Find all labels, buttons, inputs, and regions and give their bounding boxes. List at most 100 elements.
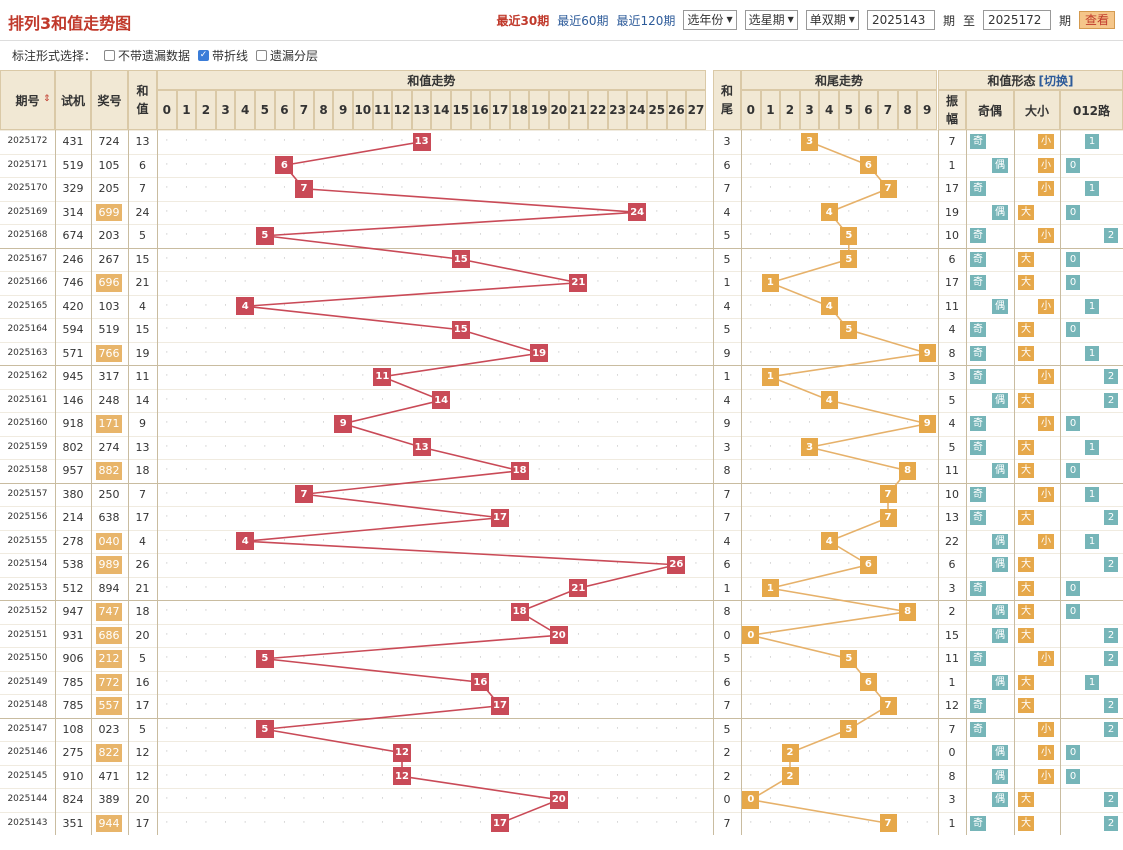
parity-select[interactable]: 单双期 ▼ bbox=[805, 10, 859, 30]
oe-badge: 偶 bbox=[992, 204, 1008, 220]
omission-cell: · bbox=[263, 183, 267, 193]
omission-cell: · bbox=[906, 747, 910, 757]
issue-cell: 2025159 bbox=[7, 441, 48, 452]
omission-cell: · bbox=[557, 300, 561, 311]
omission-cell: · bbox=[184, 277, 188, 287]
omission-cell: · bbox=[655, 606, 659, 616]
omission-layer-checkbox[interactable]: 遗漏分层 bbox=[256, 47, 318, 64]
omission-cell: · bbox=[557, 136, 561, 146]
omission-cell: · bbox=[380, 676, 384, 687]
omission-cell: · bbox=[165, 559, 169, 569]
omission-cell: · bbox=[165, 277, 169, 287]
omission-cell: · bbox=[616, 629, 620, 640]
omission-cell: · bbox=[749, 206, 753, 217]
issue-cell: 2025149 bbox=[7, 676, 48, 687]
r012-badge: 0 bbox=[1066, 157, 1080, 173]
tail-marker: 8 bbox=[899, 461, 917, 480]
omission-cell: · bbox=[576, 512, 580, 522]
omission-cell: · bbox=[596, 488, 600, 499]
omission-cell: · bbox=[498, 230, 502, 240]
amp-cell: 19 bbox=[945, 205, 959, 219]
omission-cell: · bbox=[596, 700, 600, 710]
switch-link[interactable]: [切换] bbox=[1038, 73, 1074, 88]
omission-cell: · bbox=[906, 371, 910, 381]
from-issue-input[interactable]: 2025143 bbox=[866, 10, 935, 30]
recent-30-link[interactable]: 最近30期 bbox=[496, 13, 550, 28]
omission-cell: · bbox=[518, 582, 522, 593]
week-select[interactable]: 选星期 ▼ bbox=[744, 10, 798, 30]
omission-cell: · bbox=[847, 300, 851, 311]
r012-badge: 0 bbox=[1066, 604, 1080, 619]
omission-cell: · bbox=[847, 418, 851, 428]
omission-cell: · bbox=[282, 676, 286, 687]
omission-cell: · bbox=[866, 277, 870, 287]
omission-cell: · bbox=[380, 747, 384, 757]
omission-cell: · bbox=[439, 559, 443, 569]
issue-cell: 2025172 bbox=[7, 136, 48, 146]
omission-cell: · bbox=[439, 582, 443, 593]
omission-cell: · bbox=[925, 629, 929, 640]
omission-cell: · bbox=[655, 324, 659, 334]
omission-cell: · bbox=[380, 465, 384, 475]
omission-cell: · bbox=[263, 559, 267, 569]
amp-cell: 2 bbox=[948, 605, 956, 618]
omission-cell: · bbox=[596, 723, 600, 734]
tail-marker: 2 bbox=[781, 767, 799, 786]
omission-cell: · bbox=[322, 770, 326, 781]
to-issue-input[interactable]: 2025172 bbox=[982, 10, 1051, 30]
view-button[interactable]: 查看 bbox=[1078, 11, 1115, 29]
omission-cell: · bbox=[557, 700, 561, 710]
omission-cell: · bbox=[478, 723, 482, 734]
omission-cell: · bbox=[596, 347, 600, 358]
omission-cell: · bbox=[302, 418, 306, 428]
oe-badge: 偶 bbox=[992, 533, 1008, 549]
sort-icon[interactable]: ⇕ bbox=[43, 94, 51, 104]
recent-60-link[interactable]: 最近60期 bbox=[557, 13, 609, 28]
omission-cell: · bbox=[694, 676, 698, 687]
omission-cell: · bbox=[165, 347, 169, 358]
omission-cell: · bbox=[866, 253, 870, 264]
issue-header[interactable]: 期号 bbox=[0, 70, 55, 130]
omission-cell: · bbox=[616, 206, 620, 217]
omission-cell: · bbox=[459, 817, 463, 828]
omission-cell: · bbox=[400, 559, 404, 569]
omission-cell: · bbox=[165, 770, 169, 781]
sum-col-header: 11 bbox=[372, 90, 393, 130]
omission-cell: · bbox=[184, 136, 188, 146]
tail-cell: 7 bbox=[723, 699, 731, 712]
with-line-label: 带折线 bbox=[212, 49, 249, 63]
sum-cell: 21 bbox=[135, 581, 150, 595]
r012-badge: 1 bbox=[1085, 181, 1099, 196]
omission-cell: · bbox=[204, 747, 208, 757]
omission-cell: · bbox=[302, 653, 306, 663]
omission-cell: · bbox=[439, 441, 443, 452]
sum-cell: 12 bbox=[135, 746, 150, 759]
omission-cell: · bbox=[204, 700, 208, 710]
omission-cell: · bbox=[400, 676, 404, 687]
omission-cell: · bbox=[749, 441, 753, 452]
omission-cell: · bbox=[204, 723, 208, 734]
omission-cell: · bbox=[302, 253, 306, 264]
omission-cell: · bbox=[596, 629, 600, 640]
omission-cell: · bbox=[847, 488, 851, 499]
omission-cell: · bbox=[478, 535, 482, 546]
omission-cell: · bbox=[866, 629, 870, 640]
recent-120-link[interactable]: 最近120期 bbox=[616, 13, 676, 28]
omission-cell: · bbox=[204, 676, 208, 687]
omission-cell: · bbox=[184, 488, 188, 499]
test-cell: 380 bbox=[62, 487, 84, 501]
omission-cell: · bbox=[361, 253, 365, 264]
tail-marker: 4 bbox=[820, 297, 838, 316]
sum-col-header: 25 bbox=[647, 90, 667, 130]
omission-cell: · bbox=[243, 606, 247, 616]
no-omission-checkbox[interactable]: 不带遗漏数据 bbox=[104, 47, 190, 64]
omission-cell: · bbox=[694, 183, 698, 193]
sum-header: 和值 bbox=[128, 70, 157, 130]
tail-marker: 2 bbox=[781, 743, 799, 762]
omission-cell: · bbox=[518, 488, 522, 499]
with-line-checkbox[interactable]: ✓ 带折线 bbox=[198, 47, 248, 64]
omission-cell: · bbox=[243, 676, 247, 687]
test-cell: 674 bbox=[62, 229, 84, 242]
omission-cell: · bbox=[439, 723, 443, 734]
year-select[interactable]: 选年份 ▼ bbox=[683, 10, 737, 30]
